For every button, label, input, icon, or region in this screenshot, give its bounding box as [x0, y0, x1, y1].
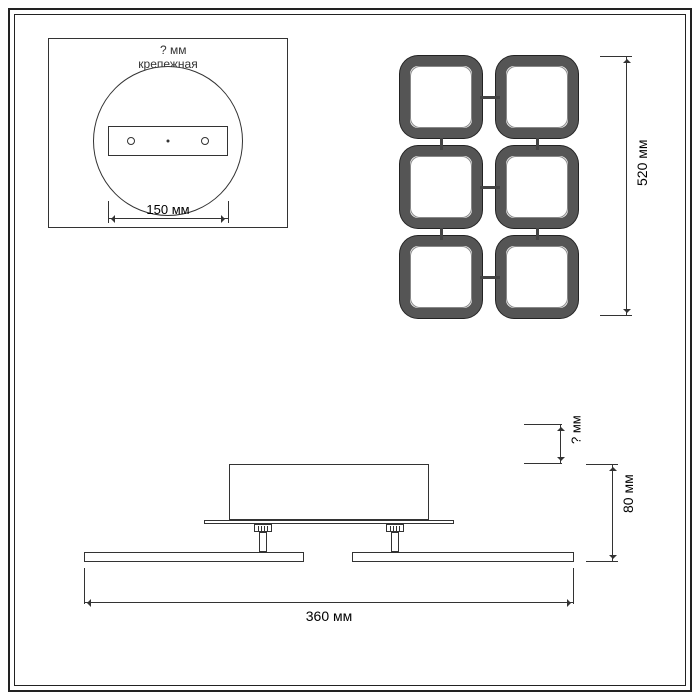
- dim-360: 360 мм: [84, 590, 574, 630]
- module-square: [400, 146, 482, 228]
- dim-line: [84, 602, 574, 603]
- module-square: [496, 236, 578, 318]
- dim-80-label: 80 мм: [620, 474, 636, 513]
- side-post: [254, 524, 272, 552]
- module-square: [400, 236, 482, 318]
- side-housing: [229, 464, 429, 520]
- side-view: [84, 458, 574, 588]
- mounting-plate-diagram: ? мм крепежная планка 150 мм: [48, 38, 288, 228]
- mount-width-label: 150 мм: [108, 202, 228, 217]
- module-square: [496, 56, 578, 138]
- module-square: [400, 56, 482, 138]
- dim-520-label: 520 мм: [634, 140, 650, 187]
- connector: [480, 96, 500, 99]
- side-base: [352, 552, 574, 562]
- mount-hole-left: [127, 137, 135, 145]
- connector: [480, 276, 500, 279]
- mount-hole-right: [201, 137, 209, 145]
- module-square: [496, 146, 578, 228]
- connector: [536, 138, 539, 150]
- side-plate: [204, 520, 454, 524]
- dim-line: [626, 56, 627, 316]
- connector: [440, 228, 443, 240]
- dim-q-label: ? мм: [569, 415, 584, 444]
- connector: [536, 228, 539, 240]
- mount-center-dot: [167, 139, 170, 142]
- mount-bar: [108, 126, 228, 156]
- dim-line: [612, 464, 613, 562]
- mount-q-label: ? мм: [160, 43, 187, 57]
- dim-line: [108, 218, 228, 219]
- side-base: [84, 552, 304, 562]
- dim-q: ? мм: [550, 424, 610, 464]
- mount-width-dim: 150 мм: [108, 206, 228, 219]
- dim-520: 520 мм: [618, 56, 662, 316]
- diagram-content: ? мм крепежная планка 150 мм: [24, 24, 676, 676]
- connector: [440, 138, 443, 150]
- dim-line: [560, 424, 561, 464]
- connector: [480, 186, 500, 189]
- top-view-pattern: [386, 56, 596, 316]
- dim-360-label: 360 мм: [84, 608, 574, 624]
- dim-80: 80 мм: [604, 464, 654, 562]
- side-post: [386, 524, 404, 552]
